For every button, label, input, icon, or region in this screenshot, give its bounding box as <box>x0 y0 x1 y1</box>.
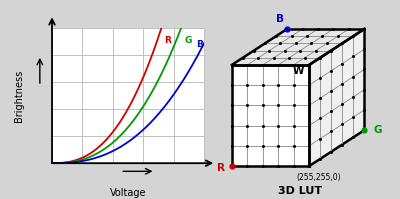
Bar <box>82 82 113 109</box>
Bar <box>52 55 82 82</box>
Bar <box>82 109 113 136</box>
Bar <box>174 109 204 136</box>
Text: (255,255,0): (255,255,0) <box>296 173 341 182</box>
Bar <box>174 55 204 82</box>
Text: R: R <box>164 36 172 45</box>
Bar <box>143 136 174 163</box>
Text: G: G <box>373 125 382 135</box>
Bar <box>82 136 113 163</box>
Text: W: W <box>292 66 304 76</box>
Polygon shape <box>232 65 309 166</box>
Text: Brightness: Brightness <box>14 69 24 122</box>
Bar <box>143 82 174 109</box>
Bar <box>82 28 113 55</box>
Text: G: G <box>184 36 192 45</box>
Polygon shape <box>309 29 364 166</box>
Bar <box>174 136 204 163</box>
Text: B: B <box>276 14 284 24</box>
Text: Voltage: Voltage <box>110 187 146 198</box>
Bar <box>143 109 174 136</box>
Bar <box>174 28 204 55</box>
Text: R: R <box>217 163 225 173</box>
Bar <box>113 82 143 109</box>
Bar <box>52 28 82 55</box>
Bar <box>82 55 113 82</box>
Bar <box>113 28 143 55</box>
Bar <box>174 82 204 109</box>
Text: 3D LUT: 3D LUT <box>278 186 322 196</box>
Bar <box>113 136 143 163</box>
Bar <box>52 136 82 163</box>
Bar <box>143 28 174 55</box>
Bar <box>52 82 82 109</box>
Bar <box>113 109 143 136</box>
Text: B: B <box>196 40 203 49</box>
Bar <box>52 109 82 136</box>
Bar <box>113 55 143 82</box>
Polygon shape <box>232 29 364 65</box>
Bar <box>143 55 174 82</box>
